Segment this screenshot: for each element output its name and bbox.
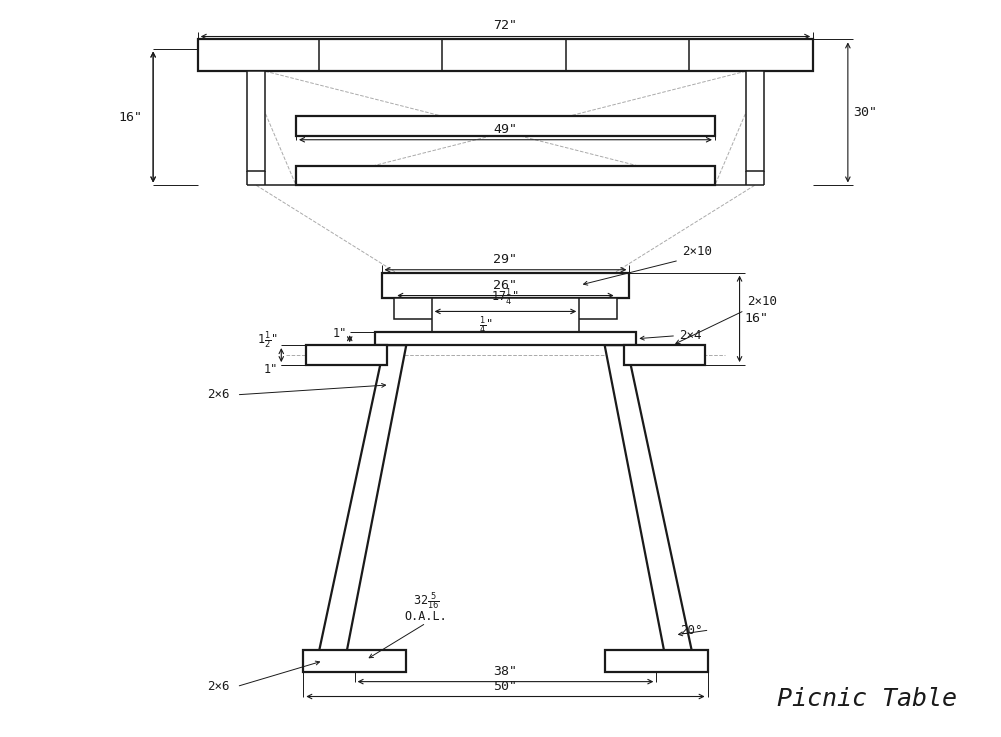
Text: 26": 26" [493, 279, 518, 292]
Text: 2×6: 2×6 [207, 680, 229, 693]
Text: 50": 50" [493, 680, 518, 693]
Text: 1": 1" [332, 327, 346, 340]
Polygon shape [318, 345, 406, 655]
Text: 38": 38" [493, 665, 518, 677]
Text: 2×10: 2×10 [748, 296, 778, 309]
Bar [381, 273, 630, 298]
Text: 30": 30" [853, 106, 877, 119]
Bar [746, 71, 764, 170]
Text: 32$\frac{5}{16}$: 32$\frac{5}{16}$ [412, 590, 439, 612]
Bar [624, 345, 705, 365]
Bar [296, 116, 715, 136]
Text: 49": 49" [493, 123, 518, 136]
Bar [394, 298, 617, 319]
Text: 1$\frac{1}{2}$": 1$\frac{1}{2}$" [257, 329, 278, 351]
Bar [247, 71, 265, 170]
Text: 29": 29" [493, 253, 518, 266]
Text: 2×4: 2×4 [679, 329, 702, 342]
Bar [296, 166, 715, 186]
Text: 16": 16" [118, 111, 142, 124]
Bar [198, 40, 813, 71]
Text: 72": 72" [493, 18, 518, 32]
Bar [374, 332, 637, 345]
Bar [431, 298, 580, 332]
Bar [306, 345, 387, 365]
Polygon shape [605, 345, 693, 655]
Text: 17$\frac{1}{4}$": 17$\frac{1}{4}$" [491, 286, 520, 308]
Bar [303, 650, 406, 671]
Text: 20°: 20° [680, 624, 703, 637]
Text: O.A.L.: O.A.L. [404, 610, 447, 623]
Text: 2×10: 2×10 [682, 245, 712, 259]
Text: 2×6: 2×6 [207, 388, 229, 402]
Bar [605, 650, 708, 671]
Text: $\frac{1}{4}$": $\frac{1}{4}$" [478, 315, 492, 336]
Text: Picnic Table: Picnic Table [777, 688, 957, 711]
Text: 16": 16" [745, 312, 769, 325]
Text: 1": 1" [264, 363, 278, 377]
